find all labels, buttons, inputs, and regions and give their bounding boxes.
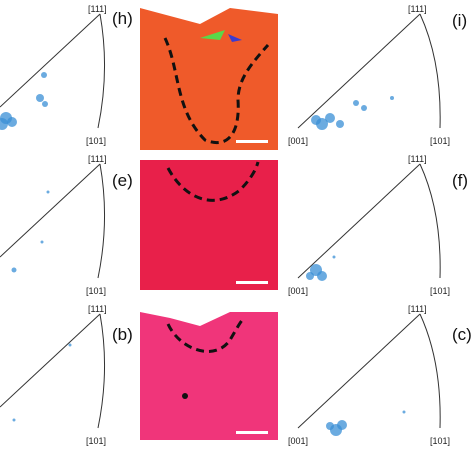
pole-label: [001]	[288, 436, 308, 446]
pole-label: [111]	[88, 154, 107, 164]
pole-label: [111]	[88, 304, 107, 314]
left-ipf-1	[0, 13, 106, 130]
pole-label: [101]	[430, 436, 450, 446]
micrograph-e	[140, 160, 278, 290]
pole-label: [111]	[408, 4, 427, 14]
panel-label: (e)	[112, 171, 133, 190]
right-ipf-3	[297, 313, 441, 436]
pole-label: [101]	[86, 286, 106, 296]
pole-label: [001]	[288, 286, 308, 296]
pole-label: [101]	[430, 136, 450, 146]
pole-label: [111]	[408, 154, 427, 164]
micrograph-h	[140, 8, 278, 150]
panel-label: (f)	[452, 171, 468, 190]
right-ipf-1	[297, 13, 441, 130]
panel-label: (b)	[112, 325, 133, 344]
right-ipf-2	[297, 163, 441, 281]
panel-label: (c)	[452, 325, 472, 344]
pole-label: [001]	[288, 136, 308, 146]
left-ipf-2	[0, 163, 106, 279]
micrograph-b	[140, 312, 278, 440]
pole-label: [111]	[408, 304, 427, 314]
panel-label: (i)	[452, 11, 467, 30]
pole-label: [101]	[430, 286, 450, 296]
panel-label: (h)	[112, 9, 133, 28]
pole-label: [111]	[88, 4, 107, 14]
left-ipf-3	[0, 313, 106, 429]
pole-label: [101]	[86, 136, 106, 146]
pole-label: [101]	[86, 436, 106, 446]
